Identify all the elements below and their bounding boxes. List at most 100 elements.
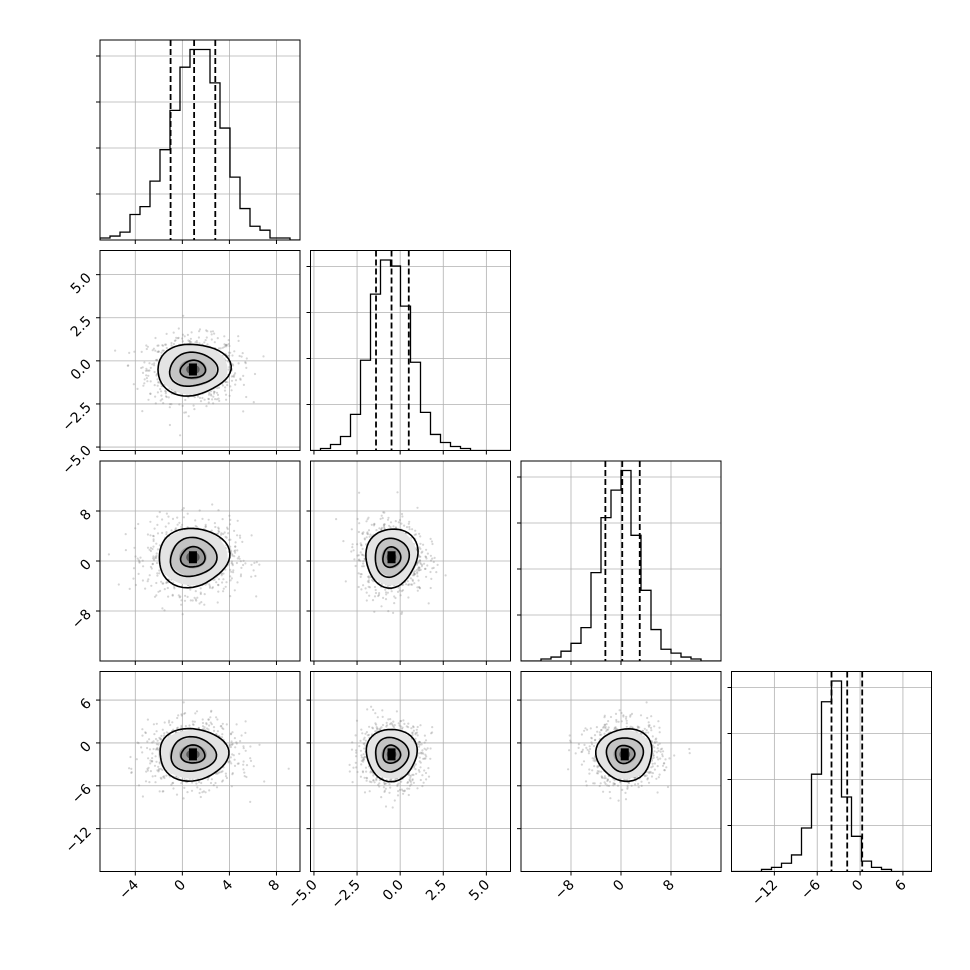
scatter-point [229,732,233,735]
scatter-point [220,574,223,577]
scatter-point [425,548,428,551]
scatter-point [356,543,359,546]
density-blocks [158,529,228,586]
scatter-point [569,739,572,742]
scatter-point [400,780,403,783]
scatter-point [152,557,155,560]
scatter-point [367,529,371,532]
scatter-point [155,743,158,746]
scatter-point [199,795,202,799]
scatter-point [146,345,149,348]
x-tick-label: 8 [266,877,284,895]
scatter-point [227,761,230,764]
scatter-point [263,780,266,783]
scatter-point [400,522,403,525]
scatter-point [149,546,152,550]
x-tick-label: 2.5 [423,877,450,904]
scatter-point [165,395,168,399]
scatter-point [237,362,240,365]
scatter-point [384,805,388,808]
scatter-point [622,714,625,717]
scatter-point [171,782,174,785]
scatter-point [128,351,131,354]
scatter-point [146,580,149,583]
scatter-point [255,595,258,598]
scatter-point [225,776,228,780]
scatter-point [648,724,651,727]
scatter-point [379,727,382,730]
scatter-point [155,552,158,555]
scatter-point [172,787,175,790]
scatter-point [217,527,220,530]
scatter-point [230,570,233,573]
scatter-point [382,596,385,600]
scatter-point [198,328,202,331]
scatter-point [406,787,409,790]
scatter-point [165,731,168,734]
scatter-point [180,782,183,785]
scatter-point [371,726,374,729]
scatter-point [596,766,599,769]
scatter-point [160,580,163,583]
scatter-point [360,573,363,576]
scatter-point [364,587,367,590]
scatter-point [227,368,230,371]
scatter-point [368,594,371,597]
scatter-point [205,722,208,725]
scatter-point [221,733,224,736]
scatter-point [160,394,163,397]
scatter-point [133,350,136,353]
scatter-point [423,769,426,772]
scatter-point [226,384,229,387]
scatter-point [408,779,411,782]
scatter-point [158,381,161,384]
scatter-point [146,718,149,721]
scatter-point [431,726,434,729]
scatter-point [410,583,413,586]
scatter-point [153,733,156,736]
scatter-point [191,599,194,602]
scatter-point [365,731,368,734]
x-tick-label: −5.0 [285,877,320,912]
scatter-point [228,523,232,526]
scatter-point [429,559,433,562]
scatter-point [653,762,657,765]
scatter-point [151,741,154,744]
scatter-point [149,366,152,369]
scatter-point [418,756,421,759]
scatter-point [157,770,160,773]
scatter-point [232,754,235,757]
scatter-point [156,748,159,751]
scatter-point [199,592,202,596]
scatter-point [419,547,422,551]
scatter-point [237,555,241,558]
scatter-point [651,772,655,775]
scatter-point [362,758,365,761]
y-tick-label: −8 [69,607,95,633]
scatter-point [232,375,235,378]
scatter-point [149,759,152,762]
scatter-point [156,746,159,750]
scatter-point [415,728,418,731]
scatter-point [159,776,162,779]
scatter-point [137,572,140,576]
scatter-point [231,731,234,734]
scatter-point [358,522,361,525]
scatter-point [419,778,422,782]
scatter-point [153,364,156,367]
scatter-point [399,725,402,728]
scatter-point [375,727,379,731]
scatter-point [189,599,192,602]
scatter-point [377,593,381,597]
scatter-point [234,383,237,386]
x-tick-label: −2.5 [329,877,364,912]
scatter-point [193,720,196,723]
scatter-point [408,520,411,523]
scatter-point [424,771,428,775]
scatter-point [217,590,220,593]
scatter-point [143,382,146,385]
scatter-point [366,734,369,737]
scatter-point [215,716,218,719]
y-tick-label: −2.5 [59,399,94,434]
scatter-point [398,518,402,522]
